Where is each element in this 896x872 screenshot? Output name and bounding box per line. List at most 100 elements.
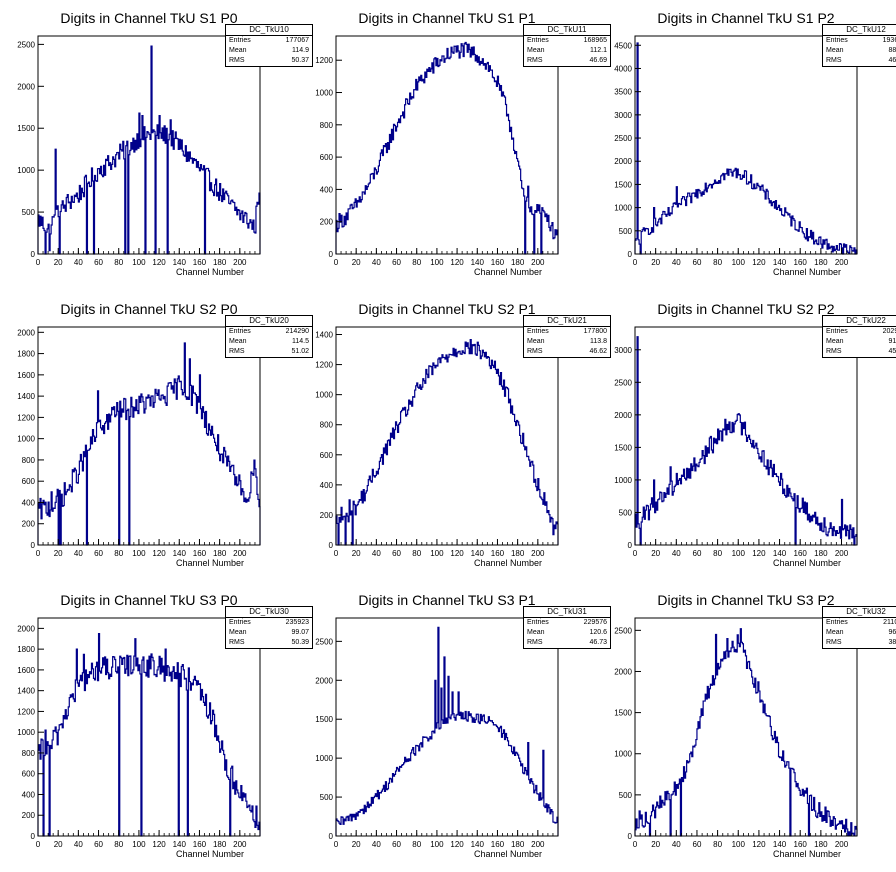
x-tick-label: 200 — [233, 840, 247, 849]
histogram-panel: Digits in Channel TkU S3 P0 0 20 40 60 80 100 1… — [0, 582, 313, 872]
x-tick-label: 20 — [352, 549, 361, 558]
stats-mean-row: Mean 88.82 — [823, 46, 896, 56]
y-tick-label: 1200 — [17, 413, 35, 422]
stats-rms-row: RMS 51.02 — [226, 347, 312, 357]
stats-mean-value: 88.82 — [888, 47, 896, 54]
histogram-line — [634, 628, 858, 837]
x-tick-label: 20 — [54, 840, 63, 849]
plot-frame — [634, 617, 858, 837]
histogram-line — [634, 42, 858, 255]
y-tick-label: 0 — [628, 541, 633, 550]
x-tick-label: 60 — [693, 840, 702, 849]
y-tick-label: 4500 — [614, 41, 632, 50]
x-tick-label: 40 — [672, 840, 681, 849]
y-tick-label: 2000 — [614, 411, 632, 420]
y-tick-label: 0 — [628, 832, 633, 841]
y-tick-label: 1000 — [315, 754, 333, 763]
stats-entries-row: Entries 235923 — [226, 618, 312, 628]
x-tick-label: 200 — [835, 549, 849, 558]
y-tick-label: 2500 — [614, 134, 632, 143]
x-tick-label: 100 — [732, 549, 746, 558]
x-tick-label: 40 — [74, 549, 83, 558]
x-axis-title: Channel Number — [773, 267, 841, 277]
stats-box: DC_TkU31 Entries 229576 Mean 120.6 RMS 46.73 — [523, 606, 611, 649]
y-tick-label: 500 — [22, 208, 36, 217]
x-axis-title: Channel Number — [176, 558, 244, 568]
histogram-plot: 0 20 40 60 80 100 120 140 160 180 2000200400600800… — [17, 326, 261, 568]
x-tick-label: 20 — [352, 840, 361, 849]
y-tick-label: 1000 — [315, 89, 333, 98]
stats-rms-label: RMS — [527, 348, 543, 355]
histogram-title: Digits in Channel TkU S1 P0 — [60, 10, 238, 26]
x-tick-label: 120 — [152, 549, 166, 558]
y-tick-label: 600 — [320, 451, 334, 460]
stats-entries-value: 229576 — [583, 619, 607, 626]
x-tick-label: 140 — [471, 549, 485, 558]
stats-entries-label: Entries — [229, 37, 251, 44]
x-tick-label: 100 — [132, 258, 146, 267]
x-tick-label: 0 — [633, 840, 638, 849]
x-axis-title: Channel Number — [474, 849, 542, 859]
x-axis-title: Channel Number — [474, 267, 542, 277]
histogram-plot: 0 20 40 60 80 100 120 140 160 180 2000500100015002… — [614, 617, 858, 859]
stats-box: DC_TkU20 Entries 214290 Mean 114.5 RMS 51.02 — [225, 315, 313, 358]
stats-mean-row: Mean 120.6 — [524, 628, 610, 638]
histogram-line — [335, 339, 559, 546]
stats-entries-value: 193601 — [882, 37, 896, 44]
stats-rms-value: 46.73 — [589, 639, 607, 646]
x-tick-label: 120 — [752, 258, 766, 267]
x-tick-label: 0 — [334, 549, 339, 558]
stats-entries-label: Entries — [826, 328, 848, 335]
stats-entries-label: Entries — [826, 619, 848, 626]
y-tick-label: 600 — [320, 153, 334, 162]
y-tick-label: 500 — [320, 793, 334, 802]
stats-mean-value: 120.6 — [589, 629, 607, 636]
y-tick-label: 400 — [320, 481, 334, 490]
plot-frame — [37, 35, 261, 255]
stats-entries-row: Entries 211046 — [823, 618, 896, 628]
stats-entries-value: 211046 — [883, 619, 896, 626]
histogram-title: Digits in Channel TkU S2 P1 — [358, 301, 536, 317]
histogram-plot: 0 20 40 60 80 100 120 140 160 180 2000500100015002… — [17, 35, 261, 277]
stats-histogram-name: DC_TkU20 — [226, 316, 312, 327]
y-tick-label: 800 — [22, 749, 36, 758]
stats-rms-value: 46.69 — [589, 57, 607, 64]
plot-frame — [37, 326, 261, 546]
y-tick-label: 0 — [329, 541, 334, 550]
stats-mean-label: Mean — [826, 629, 844, 636]
x-tick-label: 60 — [94, 258, 103, 267]
stats-rms-value: 50.39 — [291, 639, 309, 646]
plot-frame — [335, 617, 559, 837]
stats-mean-row: Mean 114.9 — [226, 46, 312, 56]
x-tick-label: 40 — [74, 258, 83, 267]
x-tick-label: 180 — [213, 840, 227, 849]
stats-rms-label: RMS — [229, 639, 245, 646]
y-tick-label: 500 — [619, 791, 633, 800]
x-tick-label: 40 — [672, 258, 681, 267]
histogram-panel: Digits in Channel TkU S2 P0 0 20 40 60 80 100 1… — [0, 291, 313, 581]
stats-mean-label: Mean — [229, 47, 247, 54]
stats-mean-value: 114.9 — [292, 47, 309, 54]
stats-rms-row: RMS 50.37 — [226, 56, 312, 66]
stats-rms-label: RMS — [527, 57, 543, 64]
y-tick-label: 800 — [22, 456, 36, 465]
stats-mean-row: Mean 96.05 — [823, 628, 896, 638]
stats-rms-value: 51.02 — [291, 348, 309, 355]
histogram-title: Digits in Channel TkU S3 P1 — [358, 592, 536, 608]
stats-box: DC_TkU11 Entries 168965 Mean 112.1 RMS 46.69 — [523, 24, 611, 67]
stats-mean-value: 113.8 — [590, 338, 607, 345]
y-tick-label: 0 — [31, 541, 36, 550]
x-tick-label: 200 — [531, 258, 545, 267]
stats-entries-label: Entries — [527, 328, 549, 335]
histogram-panel: Digits in Channel TkU S1 P1 0 20 40 60 80 100 1… — [298, 0, 611, 290]
x-tick-label: 0 — [633, 258, 638, 267]
y-tick-label: 0 — [31, 250, 36, 259]
stats-rms-value: 38.74 — [888, 639, 896, 646]
x-tick-label: 60 — [693, 258, 702, 267]
y-tick-label: 0 — [31, 832, 36, 841]
x-tick-label: 100 — [132, 549, 146, 558]
x-tick-label: 120 — [152, 840, 166, 849]
stats-entries-row: Entries 177800 — [524, 327, 610, 337]
stats-histogram-name: DC_TkU10 — [226, 25, 312, 36]
